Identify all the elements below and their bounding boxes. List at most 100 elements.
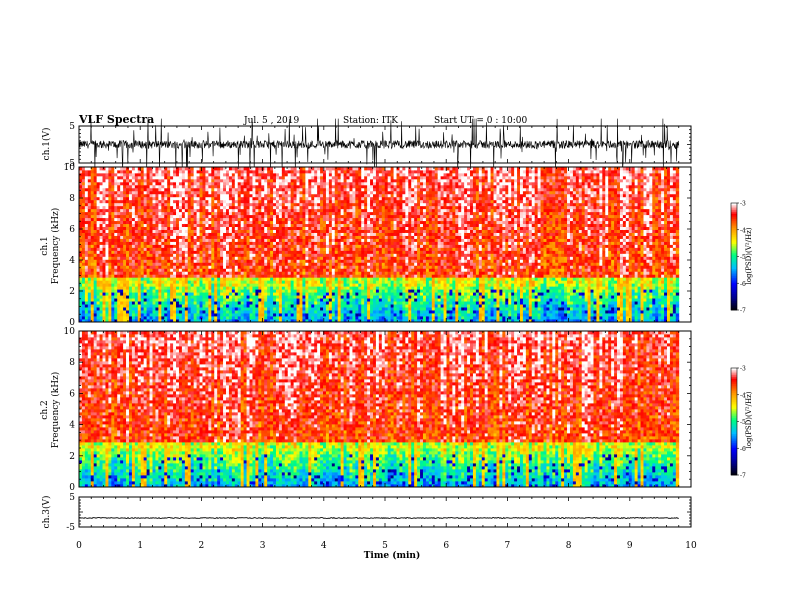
spectrogram-cell [170,205,174,210]
spectrogram-cell [258,313,262,317]
spectrogram-cell [164,316,168,320]
spectrogram-cell [81,289,86,293]
spectrogram-cell [278,220,283,225]
spectrogram-cell [120,169,124,174]
spectrogram-cell [240,217,245,222]
spectrogram-cell [90,178,95,183]
spectrogram-cell [264,199,268,204]
spectrogram-cell [199,247,203,251]
spectrogram-cell [243,304,247,308]
spectrogram-cell [214,280,218,284]
spectrogram-cell [176,310,180,314]
spectrogram-cell [84,250,89,254]
spectrogram-cell [273,277,277,281]
spectrogram-cell [261,241,265,245]
spectrogram-cell [305,274,309,278]
spectrogram-cell [128,286,133,290]
spectrogram-cell [84,178,89,183]
spectrogram-cell [320,214,324,219]
spectrogram-cell [193,247,197,251]
spectrogram-cell [187,307,192,311]
spectrogram-cell [226,229,230,233]
spectrogram-cell [287,259,292,263]
spectrogram-cell [190,286,195,290]
spectrogram-cell [199,283,203,287]
spectrogram-cell [120,301,124,305]
spectrogram-cell [114,229,118,233]
spectrogram-cell [308,271,312,275]
spectrogram-cell [208,187,212,192]
spectrogram-cell [114,199,118,204]
spectrogram-cell [158,298,162,302]
spectrogram-cell [176,217,180,222]
spectrogram-cell [217,244,221,248]
spectrogram-cell [270,301,274,305]
spectrogram-cell [81,199,86,204]
spectrogram-cell [196,235,200,239]
spectrogram-cell [149,187,153,192]
spectrogram-cell [131,298,136,302]
spectrogram-cell [111,298,115,302]
spectrogram-cell [134,193,139,198]
spectrogram-cell [202,184,206,189]
spectrogram-cell [178,277,183,281]
spectrogram-cell [287,187,292,192]
spectrogram-cell [79,244,83,248]
spectrogram-cell [158,316,162,320]
spectrogram-cell [205,310,209,314]
spectrogram-cell [140,265,145,269]
spectrogram-cell [202,289,206,293]
spectrogram-cell [123,301,127,305]
spectrogram-cell [273,274,277,278]
spectrogram-cell [99,229,103,233]
spectrogram-cell [258,250,262,254]
spectrogram-cell [220,205,224,210]
spectrogram-cell [84,175,89,180]
spectrogram-cell [281,169,286,174]
spectrogram-cell [302,310,306,314]
spectrogram-cell [334,313,339,317]
spectrogram-cell [178,214,183,219]
spectrogram-cell [158,262,162,266]
spectrogram-cell [340,250,344,254]
spectrogram-cell [181,226,186,230]
spectrogram-cell [173,262,177,266]
spectrogram-cell [205,202,209,207]
spectrogram-cell [223,268,227,272]
spectrogram-cell [296,187,300,192]
spectrogram-cell [167,289,171,293]
spectrogram-cell [93,244,98,248]
spectrogram-cell [228,301,233,305]
spectrogram-cell [308,235,312,239]
spectrogram-cell [287,277,292,281]
spectrogram-cell [161,310,165,314]
spectrogram-cell [293,295,297,299]
spectrogram-cell [267,175,271,180]
spectrogram-cell [281,310,286,314]
spectrogram-cell [90,220,95,225]
spectrogram-cell [96,313,100,317]
spectrogram-cell [305,289,309,293]
spectrogram-cell [255,217,259,222]
spectrogram-cell [275,214,280,219]
spectrogram-cell [270,289,274,293]
spectrogram-cell [267,256,271,260]
spectrogram-cell [87,298,92,302]
spectrogram-cell [178,250,183,254]
spectrogram-cell [308,295,312,299]
spectrogram-cell [278,283,283,287]
spectrogram-cell [128,307,133,311]
spectrogram-cell [343,235,347,239]
spectrogram-cell [320,232,324,236]
spectrogram-cell [299,277,303,281]
spectrogram-cell [352,289,356,293]
spectrogram-cell [126,211,130,216]
spectrogram-cell [149,172,153,177]
spectrogram-cell [81,265,86,269]
spectrogram-cell [108,184,112,189]
spectrogram-cell [296,181,300,186]
spectrogram-cell [208,232,212,236]
spectrogram-cell [290,208,295,213]
spectrogram-cell [320,226,324,230]
spectrogram-cell [149,259,153,263]
